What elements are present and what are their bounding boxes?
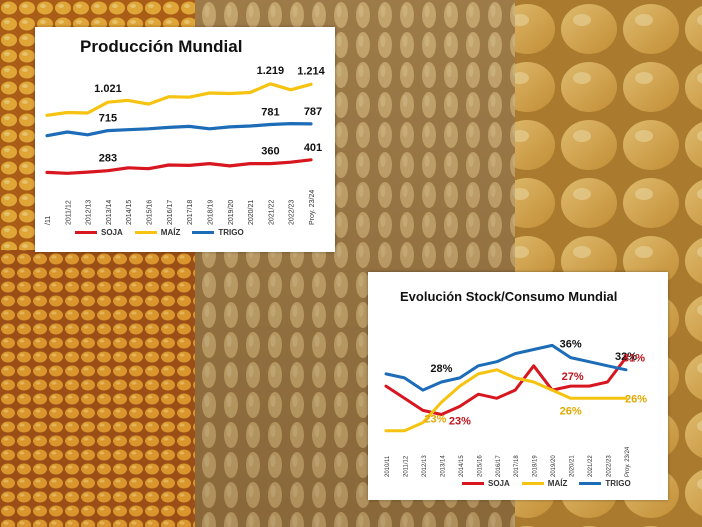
series-line-maiz: [45, 82, 313, 117]
data-label-maiz: 26%: [560, 405, 582, 417]
legend-label-trigo: TRIGO: [218, 228, 244, 237]
legend-swatch-soja: [462, 482, 484, 485]
series-line-soja: [45, 158, 313, 175]
x-tick-label: 2011/12: [403, 455, 409, 477]
legend-item-maiz: MAÍZ: [521, 479, 568, 488]
data-label-soja: 360: [261, 146, 279, 158]
data-label-trigo: 781: [261, 106, 279, 118]
x-tick-label: /11: [45, 216, 52, 225]
legend-item-soja: SOJA: [75, 228, 123, 237]
x-tick-label: 2022/23: [607, 455, 613, 477]
x-tick-label: 2015/16: [147, 200, 154, 225]
data-label-maiz: 1.021: [94, 83, 122, 95]
x-tick-label: 2014/15: [126, 200, 133, 225]
chart-title: Producción Mundial: [80, 37, 243, 56]
legend-item-maiz: MAÍZ: [134, 228, 181, 237]
series-line-trigo: [45, 121, 313, 138]
x-tick-label: 2021/22: [588, 455, 594, 477]
data-label-trigo: 28%: [430, 363, 452, 375]
x-tick-label: 2016/17: [167, 200, 174, 225]
legend-label-maiz: MAÍZ: [160, 228, 181, 237]
x-tick-label: 2012/13: [86, 200, 93, 225]
x-tick-label: Proy. 23/24: [625, 446, 631, 477]
x-tick-label: 2016/17: [496, 455, 502, 477]
world-production-panel: Producción Mundial 1.021 1.219 1.214 715 781…: [35, 27, 335, 252]
data-label-maiz: 1.214: [297, 65, 325, 77]
chart-title: Evolución Stock/Consumo Mundial: [400, 289, 618, 304]
chart-legend: SOJA MAÍZ TRIGO: [462, 479, 631, 488]
x-tick-label: 2013/14: [106, 200, 113, 225]
x-tick-label: 2018/19: [207, 200, 214, 225]
legend-swatch-soja: [75, 231, 97, 234]
legend-swatch-maiz: [521, 482, 544, 485]
x-tick-label: 2020/21: [570, 455, 576, 477]
series-line-trigo: [384, 343, 628, 392]
x-tick-label: 2013/14: [440, 455, 446, 477]
production-line-chart: 1.021 1.219 1.214 715 781 787 283 360 401/11 2011…: [45, 65, 326, 225]
x-tick-label: 2017/18: [514, 455, 520, 477]
data-label-soja: 31%: [623, 353, 645, 365]
legend-label-trigo: TRIGO: [605, 479, 631, 488]
x-tick-label: 2022/23: [289, 200, 296, 225]
data-label-soja: 23%: [449, 415, 471, 427]
legend-item-soja: SOJA: [462, 479, 510, 488]
legend-item-trigo: TRIGO: [579, 479, 631, 488]
data-label-trigo: 32%: [615, 351, 637, 363]
data-label-soja: 401: [304, 142, 322, 154]
series-line-soja: [384, 356, 628, 416]
x-tick-label: 2011/12: [65, 200, 72, 225]
legend-item-trigo: TRIGO: [192, 228, 244, 237]
legend-label-maiz: MAÍZ: [547, 479, 568, 488]
x-tick-label: 2012/13: [422, 455, 428, 477]
x-tick-label: 2018/19: [533, 455, 539, 477]
x-tick-label: 2015/16: [477, 455, 483, 477]
x-tick-label: 2017/18: [187, 200, 194, 225]
legend-swatch-trigo: [579, 482, 602, 485]
data-label-maiz: 26%: [625, 393, 647, 405]
data-label-trigo: 787: [304, 106, 322, 118]
x-tick-label: 2010/11: [385, 455, 391, 477]
legend-swatch-trigo: [192, 231, 215, 234]
data-label-maiz: 23%: [424, 413, 446, 425]
x-tick-label: 2014/15: [459, 455, 465, 477]
legend-label-soja: SOJA: [101, 228, 123, 237]
legend-swatch-maiz: [134, 231, 157, 234]
data-label-maiz: 1.219: [257, 65, 285, 77]
stock-consumption-panel: Evolución Stock/Consumo Mundial 28% 36% 32…: [368, 272, 668, 500]
stock-consumption-line-chart: 28% 36% 32% 23% 27% 31% 23% 26% 26% 2010/11 2011/1…: [384, 339, 647, 477]
x-tick-label: 2021/22: [268, 200, 275, 225]
x-tick-label: Proy. 23/24: [309, 190, 316, 225]
data-label-soja: 27%: [562, 371, 584, 383]
x-tick-label: 2019/20: [228, 200, 235, 225]
series-line-maiz: [384, 368, 628, 433]
data-label-soja: 283: [99, 153, 117, 165]
x-tick-label: 2019/20: [551, 455, 557, 477]
chart-legend: SOJA MAÍZ TRIGO: [75, 228, 244, 237]
data-label-trigo: 715: [99, 113, 117, 125]
legend-label-soja: SOJA: [488, 479, 510, 488]
data-label-trigo: 36%: [560, 339, 582, 351]
x-tick-label: 2020/21: [248, 200, 255, 225]
